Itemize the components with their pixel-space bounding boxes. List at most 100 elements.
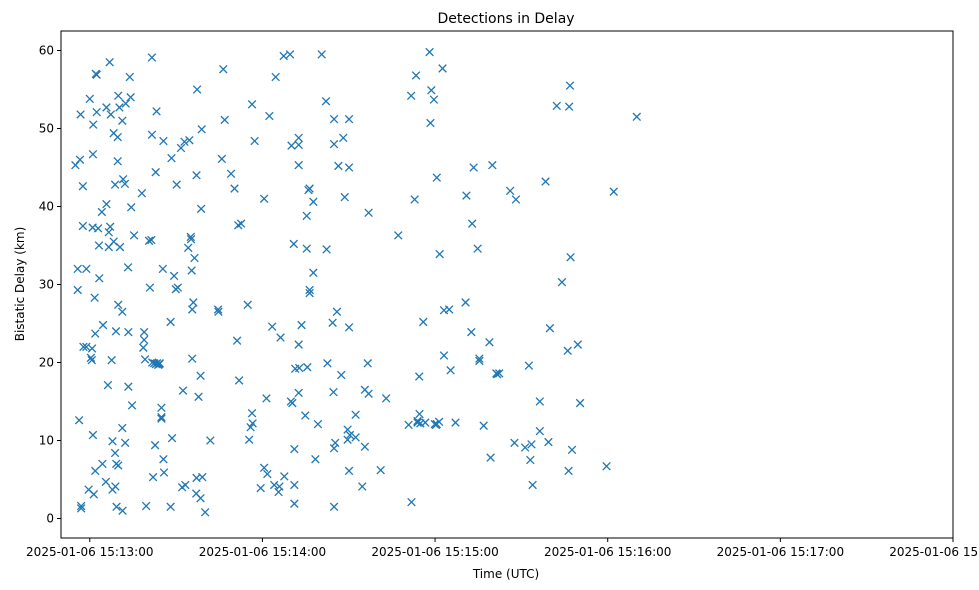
data-point xyxy=(157,403,166,412)
data-point xyxy=(259,463,269,473)
data-point xyxy=(279,51,288,61)
data-point xyxy=(302,244,311,253)
data-point xyxy=(169,271,179,281)
data-point xyxy=(198,472,207,482)
x-tick-label: 2025-01-06 15:15:00 xyxy=(371,545,498,559)
x-tick-label: 2025-01-06 15:18:00 xyxy=(889,545,979,559)
data-point xyxy=(287,141,296,150)
data-point xyxy=(339,133,348,143)
data-point xyxy=(290,499,299,508)
data-point xyxy=(106,110,116,119)
data-point xyxy=(213,305,223,314)
data-point xyxy=(479,421,488,430)
data-point xyxy=(144,236,154,246)
data-point xyxy=(232,336,242,345)
y-axis-ticks: 0 10 20 30 40 50 60 xyxy=(39,44,61,526)
data-point xyxy=(230,184,239,193)
y-axis-label: Bistatic Delay (km) xyxy=(13,227,27,342)
data-point xyxy=(322,245,331,254)
data-point xyxy=(180,137,189,147)
data-point xyxy=(414,372,424,381)
data-point xyxy=(305,288,314,298)
data-point xyxy=(74,415,84,425)
data-point xyxy=(381,394,391,403)
data-point xyxy=(166,317,175,327)
data-point xyxy=(94,241,104,250)
data-point xyxy=(187,266,196,275)
data-point xyxy=(289,239,299,249)
data-point xyxy=(147,53,157,62)
data-point xyxy=(415,409,424,419)
data-point xyxy=(462,191,471,200)
data-point xyxy=(196,493,205,503)
data-point xyxy=(363,359,372,368)
data-point xyxy=(101,477,111,487)
data-point xyxy=(157,414,166,423)
data-point xyxy=(151,167,160,177)
data-point xyxy=(290,444,299,454)
data-point xyxy=(528,480,537,490)
data-point xyxy=(406,91,416,100)
data-point xyxy=(488,160,497,170)
data-point xyxy=(334,161,343,171)
data-point xyxy=(294,363,304,373)
data-point xyxy=(294,340,303,349)
data-point xyxy=(98,459,107,469)
data-point xyxy=(344,466,354,476)
data-point xyxy=(88,430,98,440)
data-point xyxy=(421,418,430,427)
data-point xyxy=(526,455,535,465)
data-point xyxy=(269,480,279,490)
data-point xyxy=(364,208,373,217)
data-point xyxy=(564,466,573,476)
data-point xyxy=(280,472,289,481)
data-point xyxy=(124,382,133,391)
y-tick-label: 20 xyxy=(39,356,54,370)
data-point xyxy=(114,91,123,100)
data-point xyxy=(111,482,120,491)
data-point xyxy=(115,103,124,112)
data-point xyxy=(87,344,97,353)
data-point xyxy=(110,180,120,189)
data-points xyxy=(71,47,642,517)
data-point xyxy=(236,219,246,228)
data-point xyxy=(250,136,259,146)
data-point xyxy=(78,181,88,191)
data-point xyxy=(329,139,339,149)
data-point xyxy=(544,437,553,447)
data-point xyxy=(259,194,269,203)
data-point xyxy=(535,426,545,436)
data-point xyxy=(321,96,331,106)
data-point xyxy=(86,353,96,363)
data-point xyxy=(276,333,285,342)
data-point xyxy=(275,482,284,491)
data-point xyxy=(167,153,176,163)
data-point xyxy=(90,293,99,303)
x-axis-ticks: 2025-01-06 15:13:00 2025-01-06 15:14:00 20… xyxy=(26,538,979,559)
data-point xyxy=(305,285,314,295)
data-point xyxy=(114,300,123,310)
data-point xyxy=(197,125,206,134)
data-point xyxy=(158,264,168,274)
data-point xyxy=(200,508,210,517)
data-point xyxy=(108,437,117,446)
chart-title: Detections in Delay xyxy=(437,11,574,27)
data-point xyxy=(451,418,460,427)
data-point xyxy=(127,401,137,410)
data-point xyxy=(247,100,257,109)
data-point xyxy=(118,174,128,184)
data-point xyxy=(78,221,88,231)
data-point xyxy=(214,307,223,317)
data-point xyxy=(475,356,484,366)
data-point xyxy=(330,438,340,448)
data-point xyxy=(343,425,352,434)
data-point xyxy=(575,398,585,408)
data-point xyxy=(82,264,91,274)
data-point xyxy=(186,235,196,244)
data-point xyxy=(189,298,198,307)
data-point xyxy=(185,135,194,145)
data-point xyxy=(178,386,188,395)
data-point xyxy=(173,283,183,292)
data-point xyxy=(186,232,196,242)
